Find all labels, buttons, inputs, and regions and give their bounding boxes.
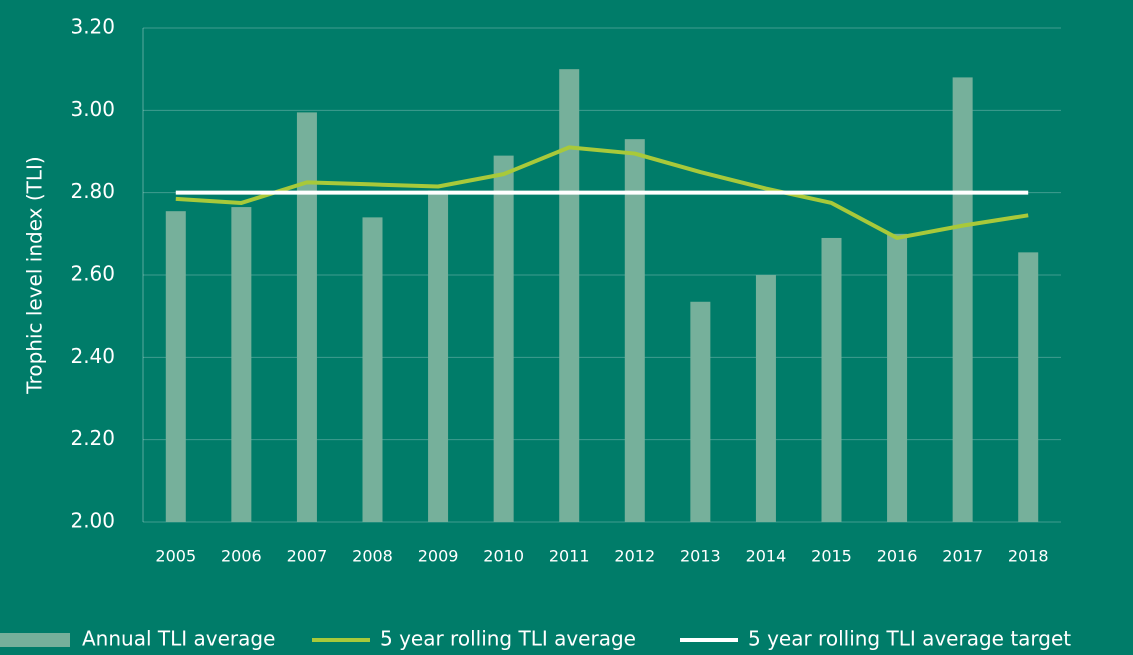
bar <box>690 301 711 522</box>
y-tick-label: 2.80 <box>70 179 115 203</box>
bar <box>1018 252 1039 522</box>
x-tick-label: 2014 <box>746 547 787 566</box>
bar <box>493 155 514 522</box>
x-tick-label: 2016 <box>877 547 918 566</box>
x-tick-label: 2017 <box>942 547 983 566</box>
bar <box>428 190 449 522</box>
y-tick-label: 2.60 <box>70 262 115 286</box>
x-tick-label: 2013 <box>680 547 721 566</box>
x-tick-label: 2005 <box>155 547 196 566</box>
y-tick-label: 3.20 <box>70 15 115 39</box>
x-tick-label: 2010 <box>483 547 524 566</box>
y-tick-label: 2.20 <box>70 426 115 450</box>
y-tick-label: 3.00 <box>70 97 115 121</box>
x-tick-label: 2008 <box>352 547 393 566</box>
bar <box>624 139 645 522</box>
x-tick-label: 2007 <box>287 547 328 566</box>
y-tick-label: 2.40 <box>70 344 115 368</box>
bar <box>559 69 580 523</box>
bar <box>821 237 842 522</box>
x-tick-label: 2011 <box>549 547 590 566</box>
x-tick-label: 2018 <box>1008 547 1049 566</box>
legend-label: Annual TLI average <box>82 627 275 651</box>
legend-label: 5 year rolling TLI average target <box>748 627 1071 651</box>
legend-label: 5 year rolling TLI average <box>380 627 636 651</box>
bar <box>362 217 383 522</box>
x-tick-label: 2012 <box>614 547 655 566</box>
x-tick-label: 2009 <box>418 547 459 566</box>
bar <box>887 233 908 523</box>
bar <box>165 211 186 523</box>
line <box>175 145 1029 240</box>
bar <box>952 77 973 523</box>
bar <box>231 207 252 522</box>
bar <box>755 275 776 522</box>
legend-swatch <box>0 633 70 647</box>
x-tick-label: 2006 <box>221 547 262 566</box>
y-axis-label: Trophic level index (TLI) <box>23 156 47 394</box>
x-tick-label: 2015 <box>811 547 852 566</box>
bar <box>296 112 317 523</box>
y-tick-label: 2.00 <box>70 509 115 533</box>
